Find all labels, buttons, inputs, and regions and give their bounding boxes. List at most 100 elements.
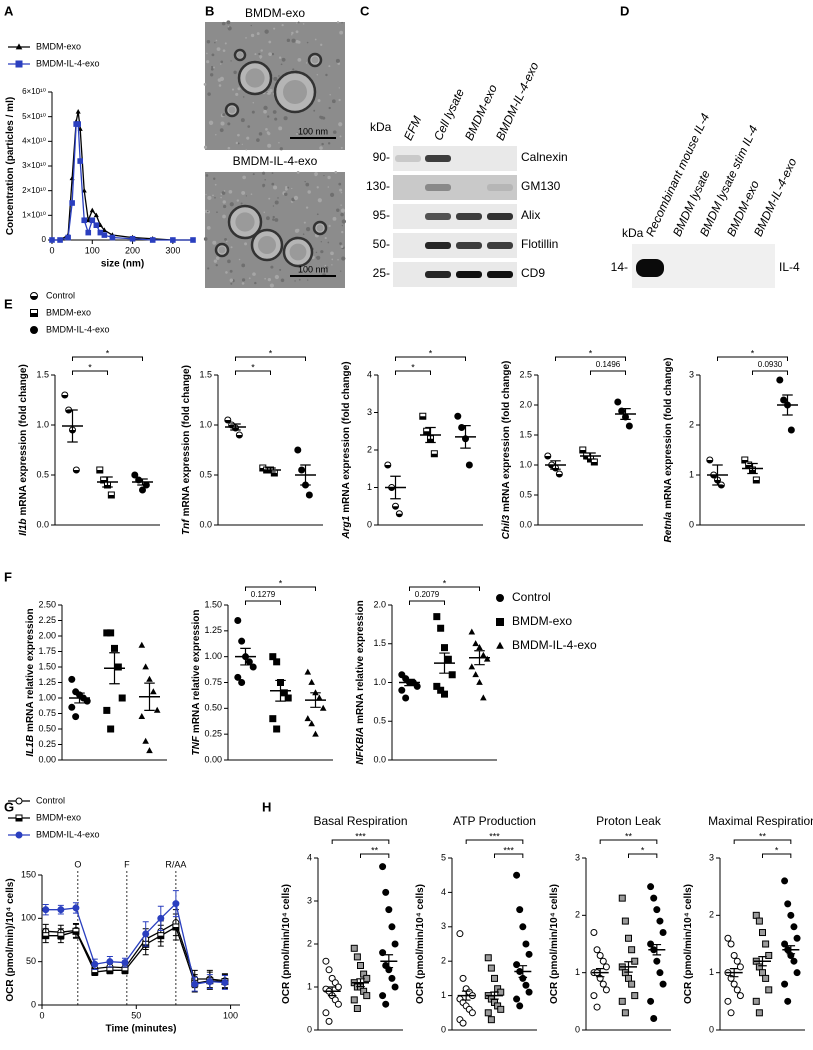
- data-point: [625, 974, 632, 982]
- tem-grain: [272, 218, 275, 221]
- data-point: [153, 706, 161, 713]
- error-bar: [390, 475, 401, 500]
- y-axis-label-text: Concentration (particles / ml): [5, 97, 16, 235]
- data-point: [497, 1005, 505, 1013]
- marker-shape: [312, 730, 319, 737]
- y-tick-label: 0.25: [204, 729, 222, 739]
- marker-label: 25-: [373, 266, 390, 280]
- tem-grain: [222, 200, 226, 204]
- significance-bracket: [245, 586, 316, 591]
- marker-shape: [736, 963, 744, 971]
- marker-shape: [49, 237, 55, 243]
- data-point: [419, 412, 427, 420]
- data-point: [472, 640, 479, 647]
- data-point: [249, 663, 257, 671]
- y-tick-label: 1.5: [36, 369, 49, 379]
- data-point: [625, 934, 632, 942]
- error-bar: [67, 409, 78, 443]
- marker-shape: [765, 986, 773, 994]
- marker-shape: [631, 992, 639, 1000]
- y-tick-label: 0.0: [519, 519, 532, 529]
- x-tick-label: 0: [49, 245, 54, 255]
- marker-shape: [647, 883, 655, 891]
- data-point: [91, 960, 99, 968]
- marker-label: 95-: [373, 208, 390, 222]
- event-label: R/AA: [165, 859, 186, 869]
- scale-bar-label: 100 nm: [298, 264, 328, 274]
- data-point: [42, 932, 50, 940]
- y-tick-label: 1: [709, 967, 714, 977]
- data-point: [308, 720, 315, 727]
- data-point: [465, 461, 473, 469]
- error-bar: [137, 478, 148, 486]
- marker-shape: [153, 706, 161, 713]
- error-bar: [595, 968, 605, 978]
- marker-fill: [271, 473, 278, 476]
- data-point: [781, 940, 789, 948]
- marker-shape: [516, 906, 524, 914]
- tem-grain: [248, 277, 251, 280]
- tem-grain: [216, 47, 221, 52]
- marker-shape: [519, 923, 527, 931]
- data-point: [305, 491, 313, 499]
- error-bar: [461, 990, 471, 1001]
- tem-grain: [240, 202, 243, 205]
- legend-label: BMDM-IL-4-exo: [36, 829, 100, 839]
- tem-grain: [320, 43, 323, 46]
- y-tick-label: 0.25: [38, 739, 56, 749]
- marker-shape: [107, 629, 115, 637]
- error-bar: [327, 986, 337, 997]
- panel-letter: F: [4, 569, 12, 584]
- data-point: [238, 637, 246, 645]
- significance-bracket: [409, 600, 445, 605]
- panel-letter: H: [262, 799, 271, 814]
- y-tick-label: 2.00: [38, 630, 56, 640]
- marker-shape: [437, 686, 445, 694]
- x-axis-label: size (nm): [101, 259, 144, 270]
- y-tick-label: 2: [307, 938, 312, 948]
- marker-shape: [81, 187, 87, 193]
- marker-shape: [441, 690, 448, 698]
- tem-grain: [321, 142, 324, 146]
- data-point: [111, 644, 118, 652]
- data-point: [357, 962, 364, 969]
- marker-shape: [388, 974, 396, 982]
- data-point: [388, 923, 396, 931]
- data-point: [157, 932, 165, 940]
- tem-grain: [338, 87, 340, 89]
- error-bar: [518, 965, 528, 978]
- legend-label: Control: [512, 590, 551, 604]
- marker-shape: [249, 663, 257, 671]
- marker-shape: [762, 940, 770, 948]
- data-point: [93, 222, 100, 228]
- marker-shape: [459, 974, 467, 982]
- data-point: [544, 452, 552, 460]
- marker-shape: [448, 671, 456, 679]
- significance-label: *: [269, 348, 273, 358]
- tem-grain: [334, 171, 338, 174]
- data-point: [334, 1000, 342, 1008]
- data-point: [49, 237, 55, 243]
- tem-grain: [241, 190, 246, 195]
- tem-grain: [267, 115, 270, 118]
- marker-shape: [101, 232, 108, 238]
- marker-shape: [496, 594, 504, 602]
- marker-fill: [61, 395, 68, 399]
- tem-grain: [241, 282, 245, 285]
- tem-grain: [223, 190, 226, 192]
- tem-grain: [235, 141, 239, 145]
- data-point: [304, 668, 312, 675]
- error-bar: [275, 679, 286, 702]
- tem-grain: [256, 138, 260, 142]
- y-tick-label: 0.5: [199, 469, 212, 479]
- y-tick-label: 1.0: [36, 419, 49, 429]
- marker-shape: [238, 679, 246, 686]
- y-tick-label: 2: [367, 444, 372, 454]
- significance-label: 0.2079: [415, 590, 440, 599]
- error-bar: [230, 423, 241, 431]
- y-axis-label-text: mRNA expression (fold change): [501, 361, 512, 512]
- marker-shape: [733, 986, 741, 994]
- y-axis-label: Concentration (particles / ml): [5, 97, 16, 235]
- tem-grain: [270, 265, 274, 269]
- data-point: [525, 988, 533, 996]
